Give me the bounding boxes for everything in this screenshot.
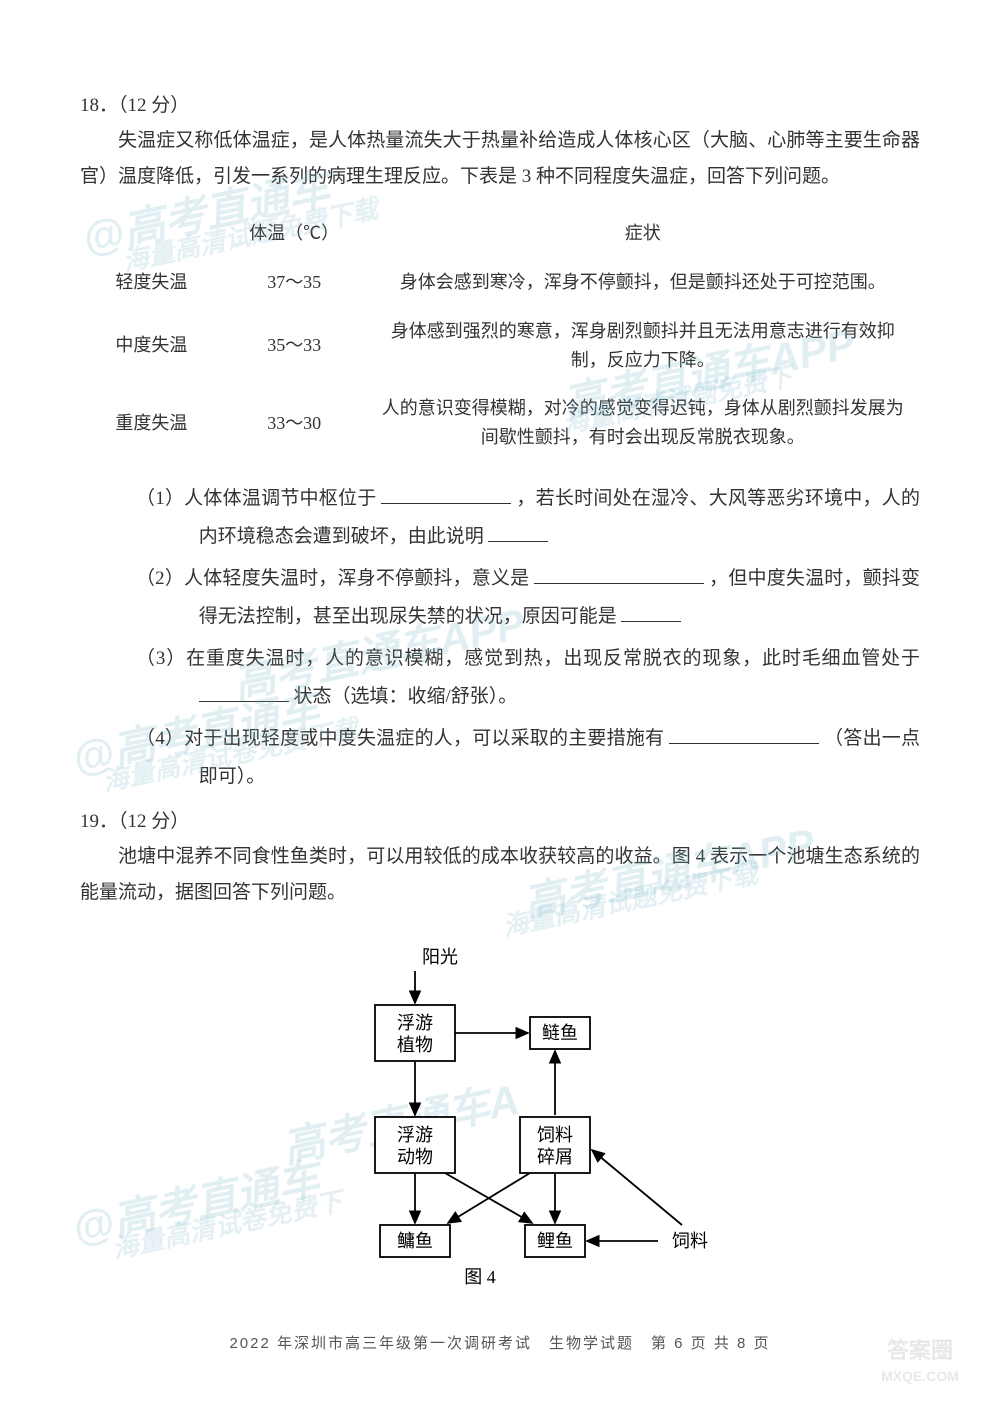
symptoms-table: 体温（℃） 症状 轻度失温 37～35 身体会感到寒冷，浑身不停颤抖，但是颤抖还…	[80, 209, 920, 462]
blank	[534, 583, 704, 584]
q18-subquestions: （1）人体体温调节中枢位于 ，若长时间处在湿冷、大风等恶劣环境中，人的内环境稳态…	[80, 480, 920, 796]
table-row: 重度失温 33～30 人的意识变得模糊，对冷的感觉变得迟钝，身体从剧烈颤抖发展为…	[80, 384, 920, 462]
diagram-caption: 图 4	[464, 1267, 496, 1287]
text: （3）在重度失温时，人的意识模糊，感觉到热，出现反常脱衣的现象，此时毛细血管处于	[136, 648, 920, 669]
table-header	[80, 209, 223, 258]
diagram-label: 浮游	[397, 1125, 433, 1145]
table-cell: 身体感到强烈的寒意，浑身剧烈颤抖并且无法用意志进行有效抑制，反应力下降。	[366, 307, 920, 385]
table-cell: 人的意识变得模糊，对冷的感觉变得迟钝，身体从剧烈颤抖发展为间歇性颤抖，有时会出现…	[366, 384, 920, 462]
table-cell: 35～33	[223, 307, 366, 385]
q19-intro: 池塘中混养不同食性鱼类时，可以用较低的成本收获较高的收益。图 4 表示一个池塘生…	[80, 839, 920, 911]
diagram-edge	[592, 1150, 682, 1225]
diagram-label: 鲢鱼	[542, 1023, 578, 1043]
corner-logo-icon: 答案圈 MXQE.COM	[860, 1333, 980, 1393]
table-row: 轻度失温 37～35 身体会感到寒冷，浑身不停颤抖，但是颤抖还处于可控范围。	[80, 258, 920, 307]
diagram-label: 鳙鱼	[397, 1231, 433, 1251]
blank	[488, 541, 548, 542]
q18-sub4: （4）对于出现轻度或中度失温症的人，可以采取的主要措施有 （答出一点即可）。	[136, 720, 920, 796]
diagram-label: 饲料	[672, 1231, 708, 1251]
diagram-label: 饲料	[537, 1125, 573, 1145]
diagram-label: 植物	[397, 1035, 433, 1055]
table-cell: 身体会感到寒冷，浑身不停颤抖，但是颤抖还处于可控范围。	[366, 258, 920, 307]
q18-sub1: （1）人体体温调节中枢位于 ，若长时间处在湿冷、大风等恶劣环境中，人的内环境稳态…	[136, 480, 920, 556]
table-cell: 重度失温	[80, 384, 223, 462]
table-cell: 37～35	[223, 258, 366, 307]
blank	[199, 701, 289, 702]
q18-sub2: （2）人体轻度失温时，浑身不停颤抖，意义是 ，但中度失温时，颤抖变得无法控制，甚…	[136, 560, 920, 636]
diagram-svg: 阳光浮游植物鲢鱼浮游动物饲料碎屑鳙鱼鲤鱼饲料图 4	[220, 925, 780, 1295]
q19-number: 19．（12 分）	[80, 806, 920, 833]
page: @高考直通车 海量高清试题免费下载 高考直通车APP 海量高清试题免费下 高考直…	[0, 0, 1000, 1413]
text: （4）对于出现轻度或中度失温症的人，可以采取的主要措施有	[136, 728, 669, 749]
table-row: 中度失温 35～33 身体感到强烈的寒意，浑身剧烈颤抖并且无法用意志进行有效抑制…	[80, 307, 920, 385]
question-18: 18．（12 分） 失温症又称低体温症，是人体热量流失大于热量补给造成人体核心区…	[80, 90, 920, 796]
diagram-label: 鲤鱼	[537, 1231, 573, 1251]
table-row: 体温（℃） 症状	[80, 209, 920, 258]
blank	[381, 503, 511, 504]
text: （2）人体轻度失温时，浑身不停颤抖，意义是	[136, 568, 534, 589]
text: 状态（选填：收缩/舒张）。	[289, 686, 518, 707]
blank	[669, 743, 819, 744]
energy-flow-diagram: 阳光浮游植物鲢鱼浮游动物饲料碎屑鳙鱼鲤鱼饲料图 4	[80, 925, 920, 1325]
diagram-label: 碎屑	[537, 1147, 573, 1167]
q18-number: 18．（12 分）	[80, 90, 920, 117]
q18-intro: 失温症又称低体温症，是人体热量流失大于热量补给造成人体核心区（大脑、心肺等主要生…	[80, 123, 920, 195]
diagram-label: 浮游	[397, 1013, 433, 1033]
table-header: 症状	[366, 209, 920, 258]
table-header: 体温（℃）	[223, 209, 366, 258]
page-footer: 2022 年深圳市高三年级第一次调研考试 生物学试题 第 6 页 共 8 页	[0, 1332, 1000, 1353]
table-cell: 中度失温	[80, 307, 223, 385]
corner-line1: 答案圈	[887, 1338, 953, 1363]
question-19: 19．（12 分） 池塘中混养不同食性鱼类时，可以用较低的成本收获较高的收益。图…	[80, 806, 920, 1325]
q18-sub3: （3）在重度失温时，人的意识模糊，感觉到热，出现反常脱衣的现象，此时毛细血管处于…	[136, 640, 920, 716]
diagram-label: 动物	[397, 1147, 433, 1167]
table-cell: 33～30	[223, 384, 366, 462]
diagram-label: 阳光	[422, 947, 458, 967]
text: （1）人体体温调节中枢位于	[136, 488, 381, 509]
corner-line2: MXQE.COM	[881, 1368, 959, 1384]
blank	[621, 621, 681, 622]
table-cell: 轻度失温	[80, 258, 223, 307]
